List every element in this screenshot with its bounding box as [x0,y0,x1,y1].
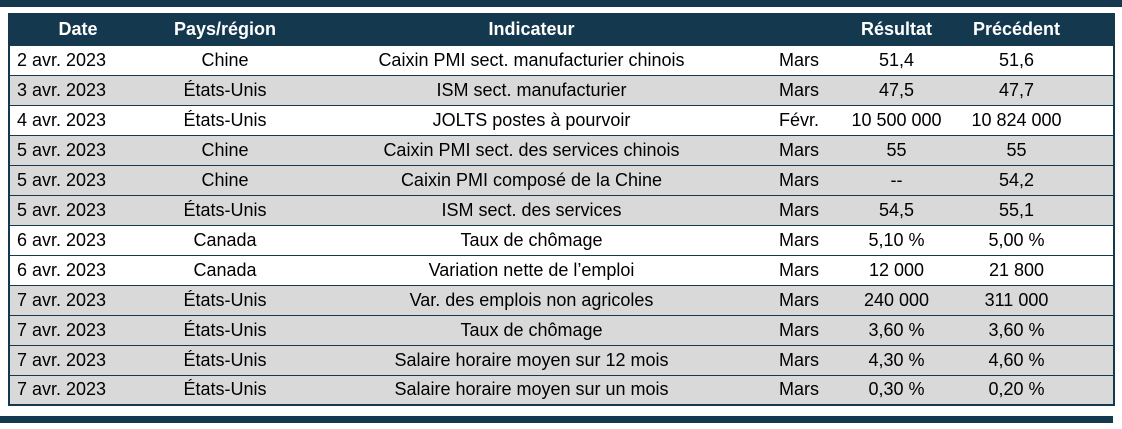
cell-region: Chine [146,44,304,76]
table-row: 5 avr. 2023 Chine Caixin PMI composé de la… [9,164,1114,196]
cell-region: États-Unis [146,314,304,346]
table-row: 2 avr. 2023 Chine Caixin PMI sect. manufac… [9,44,1114,76]
cell-region: États-Unis [146,104,304,136]
cell-indicator: Var. des emplois non agricoles [304,284,759,316]
cell-result: 3,60 % [839,314,954,346]
cell-indicator: Taux de chômage [304,224,759,256]
column-header-region: Pays/région [146,14,304,45]
cell-previous: 10 824 000 [954,104,1114,136]
cell-region: États-Unis [146,284,304,316]
table-row: 7 avr. 2023 États-Unis Taux de chômage Mars… [9,314,1114,346]
cell-result: 47,5 [839,74,954,106]
cell-result: 55 [839,134,954,166]
cell-date: 6 avr. 2023 [9,224,146,256]
cell-indicator: Caixin PMI sect. manufacturier chinois [304,44,759,76]
cell-period: Mars [759,254,839,286]
cell-region: États-Unis [146,74,304,106]
cell-result: 12 000 [839,254,954,286]
cell-period: Mars [759,134,839,166]
cell-previous: 3,60 % [954,314,1114,346]
column-header-result: Résultat [839,14,954,45]
cell-result: 10 500 000 [839,104,954,136]
cell-date: 5 avr. 2023 [9,164,146,196]
table-row: 3 avr. 2023 États-Unis ISM sect. manufactu… [9,74,1114,106]
cell-region: États-Unis [146,344,304,376]
cell-date: 7 avr. 2023 [9,314,146,346]
cell-previous: 311 000 [954,284,1114,316]
cell-previous: 47,7 [954,74,1114,106]
cell-indicator: Salaire horaire moyen sur 12 mois [304,344,759,376]
cell-result: 0,30 % [839,374,954,406]
cell-region: Canada [146,224,304,256]
table-row: 7 avr. 2023 États-Unis Salaire horaire moy… [9,344,1114,376]
table-body: 2 avr. 2023 Chine Caixin PMI sect. manufac… [9,44,1114,406]
cell-date: 5 avr. 2023 [9,134,146,166]
cell-indicator: JOLTS postes à pourvoir [304,104,759,136]
bottom-accent-bar [0,416,1113,423]
cell-indicator: Caixin PMI composé de la Chine [304,164,759,196]
cell-indicator: ISM sect. manufacturier [304,74,759,106]
cell-previous: 0,20 % [954,374,1114,406]
cell-previous: 4,60 % [954,344,1114,376]
cell-previous: 21 800 [954,254,1114,286]
cell-result: 54,5 [839,194,954,226]
cell-date: 6 avr. 2023 [9,254,146,286]
cell-region: Chine [146,164,304,196]
table-row: 5 avr. 2023 Chine Caixin PMI sect. des ser… [9,134,1114,166]
cell-period: Mars [759,374,839,406]
cell-result: 51,4 [839,44,954,76]
cell-period: Mars [759,344,839,376]
cell-region: Chine [146,134,304,166]
cell-result: 5,10 % [839,224,954,256]
cell-indicator: Taux de chômage [304,314,759,346]
cell-period: Mars [759,164,839,196]
cell-period: Mars [759,314,839,346]
cell-previous: 5,00 % [954,224,1114,256]
table-row: 6 avr. 2023 Canada Variation nette de l’em… [9,254,1114,286]
cell-previous: 55,1 [954,194,1114,226]
cell-period: Mars [759,284,839,316]
cell-date: 7 avr. 2023 [9,374,146,406]
cell-date: 3 avr. 2023 [9,74,146,106]
cell-result: -- [839,164,954,196]
cell-result: 4,30 % [839,344,954,376]
cell-indicator: ISM sect. des services [304,194,759,226]
cell-indicator: Salaire horaire moyen sur un mois [304,374,759,406]
table-row: 6 avr. 2023 Canada Taux de chômage Mars 5,10… [9,224,1114,256]
table-row: 7 avr. 2023 États-Unis Salaire horaire moy… [9,374,1114,406]
cell-period: Févr. [759,104,839,136]
cell-previous: 55 [954,134,1114,166]
table-row: 5 avr. 2023 États-Unis ISM sect. des servi… [9,194,1114,226]
cell-indicator: Caixin PMI sect. des services chinois [304,134,759,166]
cell-indicator: Variation nette de l’emploi [304,254,759,286]
cell-previous: 54,2 [954,164,1114,196]
cell-date: 2 avr. 2023 [9,44,146,76]
table-row: 7 avr. 2023 États-Unis Var. des emplois no… [9,284,1114,316]
top-accent-bar [0,0,1122,7]
cell-period: Mars [759,44,839,76]
column-header-date: Date [9,14,146,45]
economic-calendar-table: Date Pays/région Indicateur Résultat Pré… [8,13,1115,406]
cell-period: Mars [759,194,839,226]
header-row: Date Pays/région Indicateur Résultat Pré… [9,14,1114,45]
cell-date: 5 avr. 2023 [9,194,146,226]
column-header-indicator: Indicateur [304,14,759,45]
cell-period: Mars [759,74,839,106]
cell-region: États-Unis [146,374,304,406]
column-header-previous: Précédent [954,14,1114,45]
cell-result: 240 000 [839,284,954,316]
cell-date: 7 avr. 2023 [9,284,146,316]
table-row: 4 avr. 2023 États-Unis JOLTS postes à pour… [9,104,1114,136]
cell-period: Mars [759,224,839,256]
cell-date: 7 avr. 2023 [9,344,146,376]
cell-previous: 51,6 [954,44,1114,76]
cell-region: États-Unis [146,194,304,226]
column-header-period [759,14,839,45]
cell-region: Canada [146,254,304,286]
cell-date: 4 avr. 2023 [9,104,146,136]
